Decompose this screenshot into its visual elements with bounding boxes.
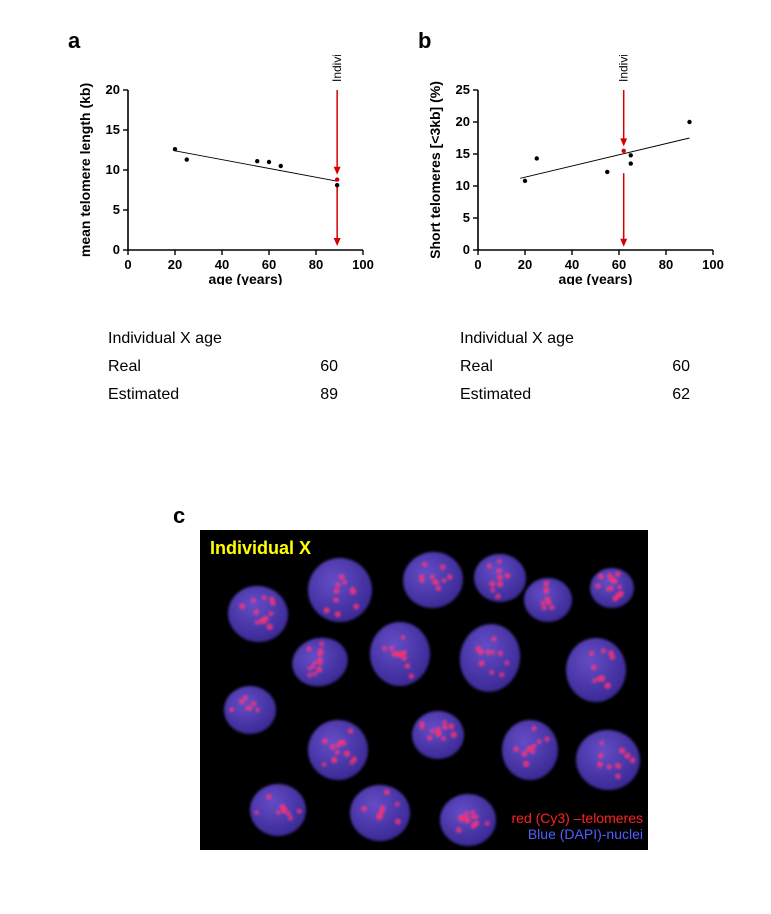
info-real-value: 60	[288, 358, 338, 376]
svg-text:0: 0	[463, 242, 470, 257]
svg-text:80: 80	[309, 257, 323, 272]
svg-text:0: 0	[124, 257, 131, 272]
svg-text:0: 0	[474, 257, 481, 272]
svg-text:0: 0	[113, 242, 120, 257]
microscopy-legend: red (Cy3) –telomeresBlue (DAPI)-nuclei	[448, 810, 643, 842]
legend-red: red (Cy3) –telomeres	[448, 810, 643, 826]
info-real-label: Real	[108, 358, 288, 376]
svg-text:Short telomeres [<3kb] (%): Short telomeres [<3kb] (%)	[427, 81, 443, 259]
info-title: Individual X age	[460, 330, 640, 348]
panel_a.info: Individual X age Real60Estimated89	[108, 330, 338, 414]
svg-text:25: 25	[456, 82, 470, 97]
svg-text:40: 40	[215, 257, 229, 272]
info-est-value: 89	[288, 386, 338, 404]
info-est-label: Estimated	[108, 386, 288, 404]
panel-label-a: a	[68, 28, 80, 54]
chart-b: 0 20 40 60 80 100 0 5 10 15 20 25 age (years) Short t…	[418, 55, 728, 285]
svg-text:5: 5	[463, 210, 470, 225]
svg-text:80: 80	[659, 257, 673, 272]
info-real-label: Real	[460, 358, 640, 376]
svg-text:15: 15	[106, 122, 120, 137]
svg-text:100: 100	[352, 257, 374, 272]
svg-text:20: 20	[518, 257, 532, 272]
svg-text:Individual X: Individual X	[617, 55, 631, 82]
svg-text:15: 15	[456, 146, 470, 161]
legend-blue: Blue (DAPI)-nuclei	[448, 826, 643, 842]
microscopy-image	[200, 530, 648, 850]
svg-text:5: 5	[113, 202, 120, 217]
svg-text:10: 10	[456, 178, 470, 193]
svg-text:60: 60	[262, 257, 276, 272]
panel-label-c: c	[173, 503, 185, 529]
svg-text:mean telomere length (kb): mean telomere length (kb)	[77, 83, 93, 257]
svg-text:40: 40	[565, 257, 579, 272]
svg-text:10: 10	[106, 162, 120, 177]
svg-text:60: 60	[612, 257, 626, 272]
svg-text:Individual X: Individual X	[330, 55, 344, 82]
svg-text:age (years): age (years)	[559, 271, 633, 285]
microscopy-label: Individual X	[210, 538, 311, 559]
svg-text:age (years): age (years)	[209, 271, 283, 285]
svg-text:20: 20	[456, 114, 470, 129]
panel_b.info: Individual X age Real60Estimated62	[460, 330, 690, 414]
info-real-value: 60	[640, 358, 690, 376]
info-est-value: 62	[640, 386, 690, 404]
svg-text:100: 100	[702, 257, 724, 272]
svg-text:20: 20	[168, 257, 182, 272]
info-est-label: Estimated	[460, 386, 640, 404]
svg-text:20: 20	[106, 82, 120, 97]
panel-label-b: b	[418, 28, 431, 54]
info-title: Individual X age	[108, 330, 288, 348]
chart-a: 0 20 40 60 80 100 0 5 10 15 20 age (years) mean telo…	[68, 55, 378, 285]
